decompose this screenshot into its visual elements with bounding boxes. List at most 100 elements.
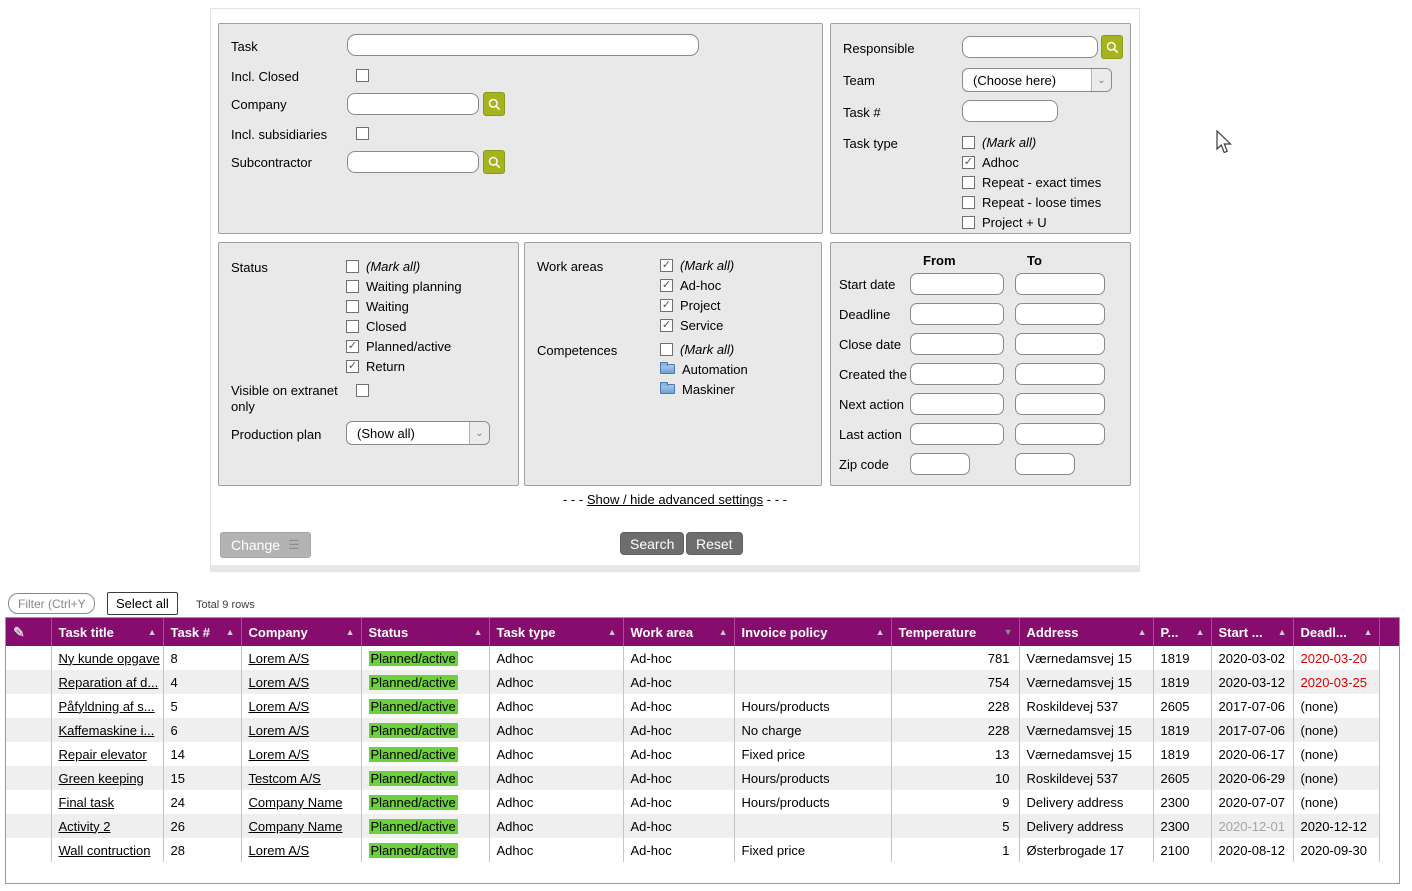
column-header-p[interactable]: P... ▲ [1153, 618, 1212, 646]
task-type-option-mark-all[interactable]: (Mark all) [962, 132, 1101, 152]
sort-asc-icon: ▲ [345, 627, 355, 637]
status-checkbox-planned-active[interactable] [346, 339, 359, 353]
start-date-to-input[interactable] [1015, 273, 1105, 295]
responsible-input[interactable] [962, 36, 1098, 58]
last-action-from-input[interactable] [910, 423, 1004, 445]
task-input[interactable] [347, 34, 699, 56]
production-plan-select[interactable]: (Show all) ⌄ [346, 421, 490, 445]
column-header-work-area[interactable]: Work area ▲ [623, 618, 735, 646]
task-title-link[interactable]: Påfyldning af s... [58, 698, 155, 714]
task-title-link[interactable]: Reparation af d... [58, 674, 159, 690]
company-link[interactable]: Lorem A/S [248, 674, 310, 690]
company-link[interactable]: Testcom A/S [248, 770, 321, 786]
column-header-status[interactable]: Status ▲ [361, 618, 490, 646]
status-option-waiting-planning[interactable]: Waiting planning [346, 276, 462, 296]
task-title-link[interactable]: Final task [58, 794, 115, 810]
company-link[interactable]: Lorem A/S [248, 746, 310, 762]
subcontractor-search-button[interactable] [483, 150, 505, 174]
column-header-start[interactable]: Start ... ▲ [1211, 618, 1294, 646]
zip-code-from-input[interactable] [910, 453, 970, 475]
status-checkbox-return[interactable] [346, 359, 359, 373]
status-checkbox-mark-all[interactable] [346, 259, 359, 273]
task-type-checkbox-adhoc[interactable] [962, 155, 975, 169]
company-link[interactable]: Company Name [248, 818, 343, 834]
status-option-mark-all[interactable]: (Mark all) [346, 256, 462, 276]
column-header-task[interactable]: Task # ▲ [163, 618, 242, 646]
work-area-option-ad-hoc[interactable]: Ad-hoc [660, 275, 734, 295]
incl-closed-checkbox[interactable] [356, 69, 369, 82]
task-title-link[interactable]: Ny kunde opgave [58, 650, 160, 666]
close-date-to-input[interactable] [1015, 333, 1105, 355]
column-header-invoice-policy[interactable]: Invoice policy ▲ [734, 618, 892, 646]
competence-checkbox-mark-all[interactable] [660, 342, 673, 356]
task-type-option-repeat-loose-times[interactable]: Repeat - loose times [962, 192, 1101, 212]
task-title-link[interactable]: Repair elevator [58, 746, 147, 762]
work-area-checkbox-mark-all[interactable] [660, 258, 673, 272]
task-type-checkbox-repeat-exact-times[interactable] [962, 175, 975, 189]
select-all-button[interactable]: Select all [107, 592, 178, 615]
search-button[interactable]: Search [620, 532, 685, 555]
next-action-to-input[interactable] [1015, 393, 1105, 415]
column-header-task-type[interactable]: Task type ▲ [489, 618, 624, 646]
work-area-option-mark-all[interactable]: (Mark all) [660, 255, 734, 275]
task-type-option-adhoc[interactable]: Adhoc [962, 152, 1101, 172]
change-button[interactable]: Change ☰ [220, 532, 311, 558]
competence-option-label: Automation [682, 361, 748, 377]
column-header-temperature[interactable]: Temperature ▼ [891, 618, 1020, 646]
task-title-link[interactable]: Kaffemaskine i... [58, 722, 155, 738]
created-the-from-input[interactable] [910, 363, 1004, 385]
deadline-to-input[interactable] [1015, 303, 1105, 325]
company-input[interactable] [347, 93, 479, 115]
task-title-link[interactable]: Green keeping [58, 770, 144, 786]
company-link[interactable]: Company Name [248, 794, 343, 810]
competence-option-mark-all[interactable]: (Mark all) [660, 339, 748, 359]
status-option-waiting[interactable]: Waiting [346, 296, 462, 316]
subcontractor-input[interactable] [347, 151, 479, 173]
work-area-option-project[interactable]: Project [660, 295, 734, 315]
last-action-to-input[interactable] [1015, 423, 1105, 445]
work-area-checkbox-project[interactable] [660, 298, 673, 312]
zip-code-to-input[interactable] [1015, 453, 1075, 475]
deadline-from-input[interactable] [910, 303, 1004, 325]
column-header-address[interactable]: Address ▲ [1019, 618, 1154, 646]
task-type-checkbox-mark-all[interactable] [962, 135, 975, 149]
status-option-closed[interactable]: Closed [346, 316, 462, 336]
close-date-from-input[interactable] [910, 333, 1004, 355]
visible-extranet-checkbox[interactable] [356, 384, 369, 397]
competence-option-automation[interactable]: Automation [660, 359, 748, 379]
task-type-option-repeat-exact-times[interactable]: Repeat - exact times [962, 172, 1101, 192]
task-type-checkbox-repeat-loose-times[interactable] [962, 195, 975, 209]
competence-option-maskiner[interactable]: Maskiner [660, 379, 748, 399]
status-checkbox-waiting-planning[interactable] [346, 279, 359, 293]
responsible-box: Responsible Team (Choose here) ⌄ Task # … [830, 23, 1131, 234]
company-link[interactable]: Lorem A/S [248, 650, 310, 666]
column-header-deadl[interactable]: Deadl... ▲ [1293, 618, 1380, 646]
company-link[interactable]: Lorem A/S [248, 842, 310, 858]
responsible-search-button[interactable] [1101, 35, 1123, 59]
created-the-to-input[interactable] [1015, 363, 1105, 385]
column-header-company[interactable]: Company ▲ [241, 618, 362, 646]
task-title-link[interactable]: Activity 2 [58, 818, 111, 834]
show-hide-advanced-link[interactable]: Show / hide advanced settings [586, 492, 764, 507]
next-action-from-input[interactable] [910, 393, 1004, 415]
company-link[interactable]: Lorem A/S [248, 698, 310, 714]
column-header-task-title[interactable]: Task title ▲ [51, 618, 164, 646]
task-title-link[interactable]: Wall contruction [58, 842, 151, 858]
company-link[interactable]: Lorem A/S [248, 722, 310, 738]
task-number-input[interactable] [962, 100, 1058, 122]
task-type-checkbox-project-u[interactable] [962, 215, 975, 229]
status-checkbox-waiting[interactable] [346, 299, 359, 313]
incl-subsidiaries-checkbox[interactable] [356, 127, 369, 140]
start-date-from-input[interactable] [910, 273, 1004, 295]
status-option-planned-active[interactable]: Planned/active [346, 336, 462, 356]
work-area-checkbox-ad-hoc[interactable] [660, 278, 673, 292]
filter-input[interactable] [8, 593, 95, 614]
reset-button[interactable]: Reset [686, 532, 743, 555]
company-search-button[interactable] [483, 92, 505, 116]
status-checkbox-closed[interactable] [346, 319, 359, 333]
team-select[interactable]: (Choose here) ⌄ [962, 68, 1112, 92]
status-option-return[interactable]: Return [346, 356, 462, 376]
work-area-checkbox-service[interactable] [660, 318, 673, 332]
task-type-option-project-u[interactable]: Project + U [962, 212, 1101, 232]
work-area-option-service[interactable]: Service [660, 315, 734, 335]
